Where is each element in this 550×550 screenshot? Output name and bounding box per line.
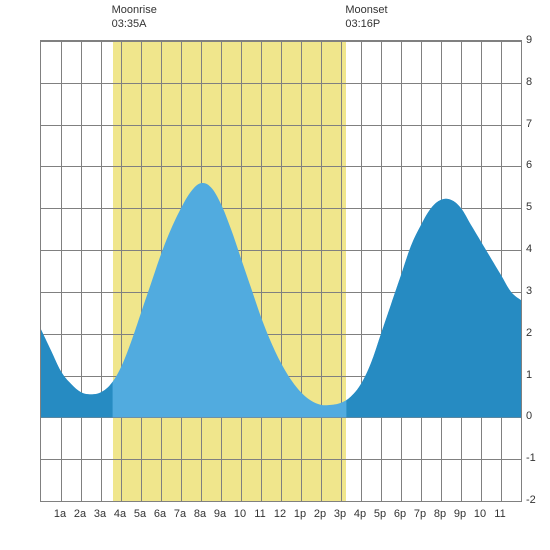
rise-label: Moonrise (112, 4, 157, 16)
x-tick-label: 4a (114, 508, 126, 520)
x-tick-label: 7p (414, 508, 426, 520)
plot-area (40, 40, 522, 502)
x-tick-label: 12 (274, 508, 286, 520)
set-label: Moonset (345, 4, 387, 16)
x-tick-label: 9p (454, 508, 466, 520)
x-tick-label: 8p (434, 508, 446, 520)
x-tick-label: 10 (474, 508, 486, 520)
y-tick-label: 2 (526, 327, 532, 339)
y-tick-label: 9 (526, 34, 532, 46)
x-tick-label: 6a (154, 508, 166, 520)
x-tick-label: 2p (314, 508, 326, 520)
y-tick-label: 8 (526, 76, 532, 88)
x-tick-label: 5a (134, 508, 146, 520)
x-tick-label: 7a (174, 508, 186, 520)
x-tick-label: 1p (294, 508, 306, 520)
y-tick-label: 5 (526, 201, 532, 213)
x-tick-label: 8a (194, 508, 206, 520)
x-tick-label: 11 (494, 508, 505, 520)
x-tick-label: 1a (54, 508, 66, 520)
x-tick-label: 3p (334, 508, 346, 520)
x-tick-label: 6p (394, 508, 406, 520)
x-tick-label: 5p (374, 508, 386, 520)
y-tick-label: 0 (526, 410, 532, 422)
grid-h (41, 501, 521, 502)
x-tick-label: 10 (234, 508, 246, 520)
y-tick-label: 1 (526, 369, 532, 381)
rise-time: 03:35A (112, 18, 147, 30)
y-tick-label: 6 (526, 159, 532, 171)
tide-curve (41, 41, 521, 501)
set-time: 03:16P (345, 18, 380, 30)
x-tick-label: 2a (74, 508, 86, 520)
x-tick-label: 3a (94, 508, 106, 520)
x-tick-label: 9a (214, 508, 226, 520)
tide-chart: -2-101234567891a2a3a4a5a6a7a8a9a1011121p… (0, 0, 550, 550)
y-tick-label: 4 (526, 243, 532, 255)
y-tick-label: -2 (526, 494, 536, 506)
y-tick-label: 3 (526, 285, 532, 297)
y-tick-label: -1 (526, 452, 536, 464)
x-tick-label: 11 (254, 508, 265, 520)
y-tick-label: 7 (526, 118, 532, 130)
x-tick-label: 4p (354, 508, 366, 520)
